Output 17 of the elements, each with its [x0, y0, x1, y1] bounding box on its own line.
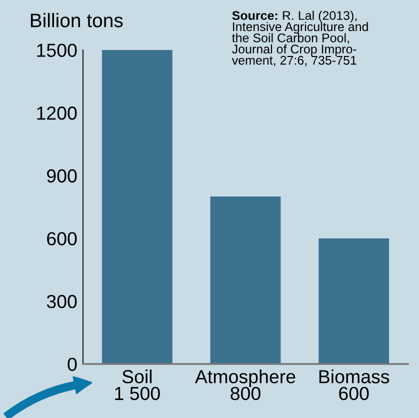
data-label: 1 500: [115, 386, 160, 400]
bar: [318, 238, 390, 364]
y-tick-label: 300: [46, 294, 77, 308]
y-tick-label: 1200: [37, 106, 77, 120]
annotation: Source: R. Lal (2013), Intensive Agriculture and the Soil Carbon Pool, Journal of Crop Impro- vement, 27:6, 735-751: [232, 10, 368, 66]
x-tick-label: Biomass: [319, 370, 390, 384]
data-label: 800: [230, 386, 260, 400]
y-tick-label: 900: [47, 169, 77, 183]
y-tick-label: 600: [47, 232, 77, 246]
x-tick-label: Atmosphere: [194, 370, 296, 388]
y-tick-label: 0: [68, 358, 77, 371]
y-axis-title: Billion tons: [30, 13, 123, 28]
data-label: 600: [339, 386, 369, 400]
bar: [210, 196, 281, 364]
bar: [102, 50, 172, 364]
y-tick-label: 1500: [37, 44, 77, 57]
x-tick-label: Soil: [122, 370, 152, 384]
